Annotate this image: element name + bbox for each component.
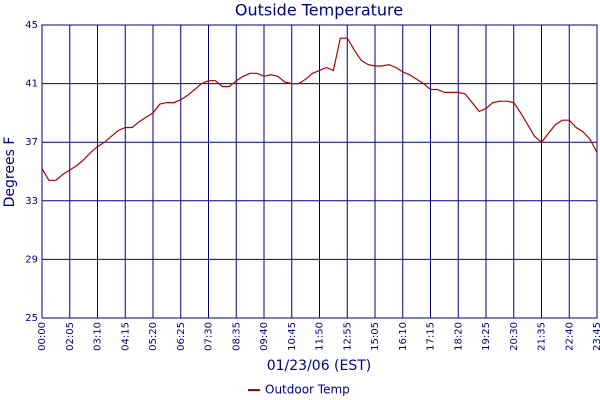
x-tick-label: 06:25 (176, 322, 187, 351)
y-axis-label: Degrees F (2, 137, 18, 208)
x-tick-label: 00:00 (37, 322, 48, 351)
data-line (41, 37, 598, 181)
x-tick-label: 09:40 (259, 322, 270, 351)
y-tick-label: 41 (25, 79, 38, 90)
x-tick-label: 08:35 (231, 322, 242, 351)
x-tick-label: 16:10 (398, 322, 409, 351)
x-tick-label: 20:30 (509, 322, 520, 351)
x-tick-label: 07:30 (204, 322, 215, 351)
x-tick-label: 18:20 (453, 322, 464, 351)
x-tick-label: 22:40 (564, 322, 575, 351)
x-tick-label: 12:55 (342, 322, 353, 351)
x-tick-label: 17:15 (426, 322, 437, 351)
x-tick-label: 02:05 (65, 322, 76, 351)
y-tick-label: 33 (25, 196, 38, 207)
y-tick-label: 25 (25, 313, 38, 324)
x-tick-label: 11:50 (315, 322, 326, 351)
x-tick-label: 15:05 (370, 322, 381, 351)
x-tick-label: 03:10 (93, 322, 104, 351)
y-tick-label: 37 (25, 137, 38, 148)
x-tick-label: 04:15 (120, 322, 131, 351)
x-tick-label: 23:45 (592, 322, 600, 351)
legend-label: Outdoor Temp (265, 383, 350, 397)
chart-title: Outside Temperature (235, 1, 403, 20)
y-tick-label: 29 (25, 254, 38, 265)
x-axis-label: 01/23/06 (EST) (267, 358, 372, 374)
x-tick-label: 19:25 (481, 322, 492, 351)
x-tick-label: 05:20 (148, 322, 159, 351)
y-tick-label: 45 (25, 20, 38, 31)
x-tick-label: 21:35 (537, 322, 548, 351)
x-tick-label: 10:45 (287, 322, 298, 351)
